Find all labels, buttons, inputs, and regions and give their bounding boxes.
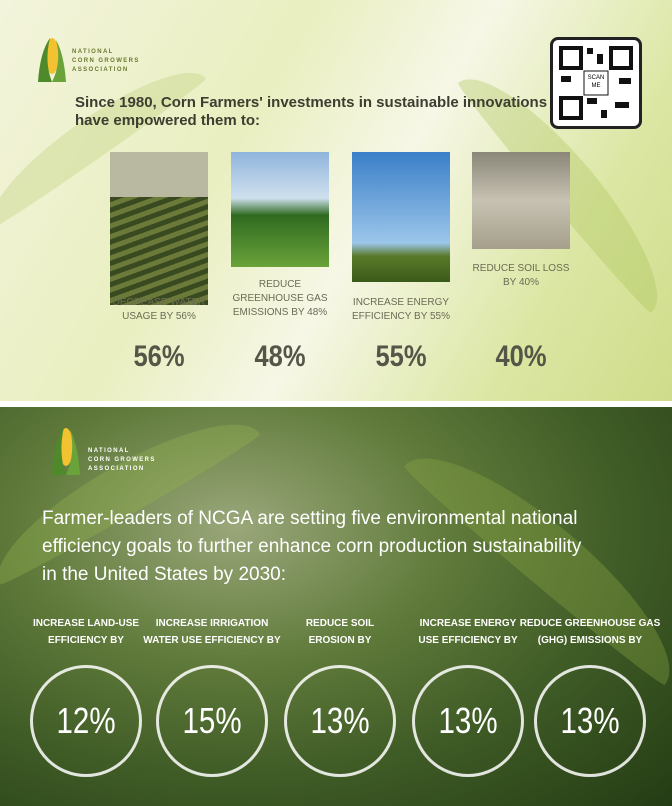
goal-value: 13% [310, 700, 369, 742]
logo-text: CORN GROWERS [72, 57, 140, 66]
bottom-panel: NATIONAL CORN GROWERS ASSOCIATION Farmer… [0, 407, 672, 806]
photo-field [110, 152, 208, 305]
caption-line: INCREASE ENERGY [337, 296, 465, 310]
percent: 40% [475, 340, 567, 374]
logo-text: ASSOCIATION [72, 66, 140, 75]
caption-line: EMISSIONS BY 48% [216, 306, 344, 320]
qr-code: SCAN ME [550, 37, 642, 129]
heading: Since 1980, Corn Farmers' investments in… [75, 94, 547, 112]
goal-circle: 13% [284, 665, 396, 777]
photo-corn [231, 152, 329, 267]
qr-label: SCAN [584, 74, 608, 82]
photo-turbine [352, 152, 450, 282]
heading: efficiency goals to further enhance corn… [42, 533, 581, 561]
caption-line: BY 40% [457, 276, 585, 290]
heading: Farmer-leaders of NCGA are setting five … [42, 505, 581, 533]
logo-icon [34, 32, 70, 88]
goal-value: 13% [560, 700, 619, 742]
logo-text: ASSOCIATION [88, 465, 156, 474]
goal-value: 15% [182, 700, 241, 742]
goal-value: 13% [438, 700, 497, 742]
caption-line: REDUCE [216, 278, 344, 292]
logo-text: NATIONAL [72, 48, 140, 57]
goal-label: REDUCE GREENHOUSE GAS(GHG) EMISSIONS BY [515, 615, 665, 649]
logo-icon [48, 421, 84, 481]
goal-label-line: REDUCE GREENHOUSE GAS [515, 615, 665, 632]
top-panel: NATIONAL CORN GROWERS ASSOCIATION SCAN M… [0, 0, 672, 401]
caption-line: REDUCE SOIL LOSS [457, 262, 585, 276]
goal-circle: 15% [156, 665, 268, 777]
caption-line: USAGE BY 56% [95, 310, 223, 324]
goal-circle: 13% [412, 665, 524, 777]
page: NATIONAL CORN GROWERS ASSOCIATION SCAN M… [0, 0, 672, 806]
goal-circle: 13% [534, 665, 646, 777]
caption-line: GREENHOUSE GAS [216, 292, 344, 306]
percent: 55% [355, 340, 447, 374]
heading: in the United States by 2030: [42, 561, 581, 589]
logo-text: NATIONAL [88, 447, 156, 456]
caption-line: EFFICIENCY BY 55% [337, 310, 465, 324]
heading: have empowered them to: [75, 112, 547, 130]
photo-soil [472, 152, 570, 249]
caption-line: DECREASE WATER [95, 296, 223, 310]
goal-value: 12% [56, 700, 115, 742]
goal-label-line: (GHG) EMISSIONS BY [515, 632, 665, 649]
percent: 56% [113, 340, 205, 374]
logo-text: CORN GROWERS [88, 456, 156, 465]
qr-label: ME [584, 82, 608, 90]
percent: 48% [234, 340, 326, 374]
goal-circle: 12% [30, 665, 142, 777]
